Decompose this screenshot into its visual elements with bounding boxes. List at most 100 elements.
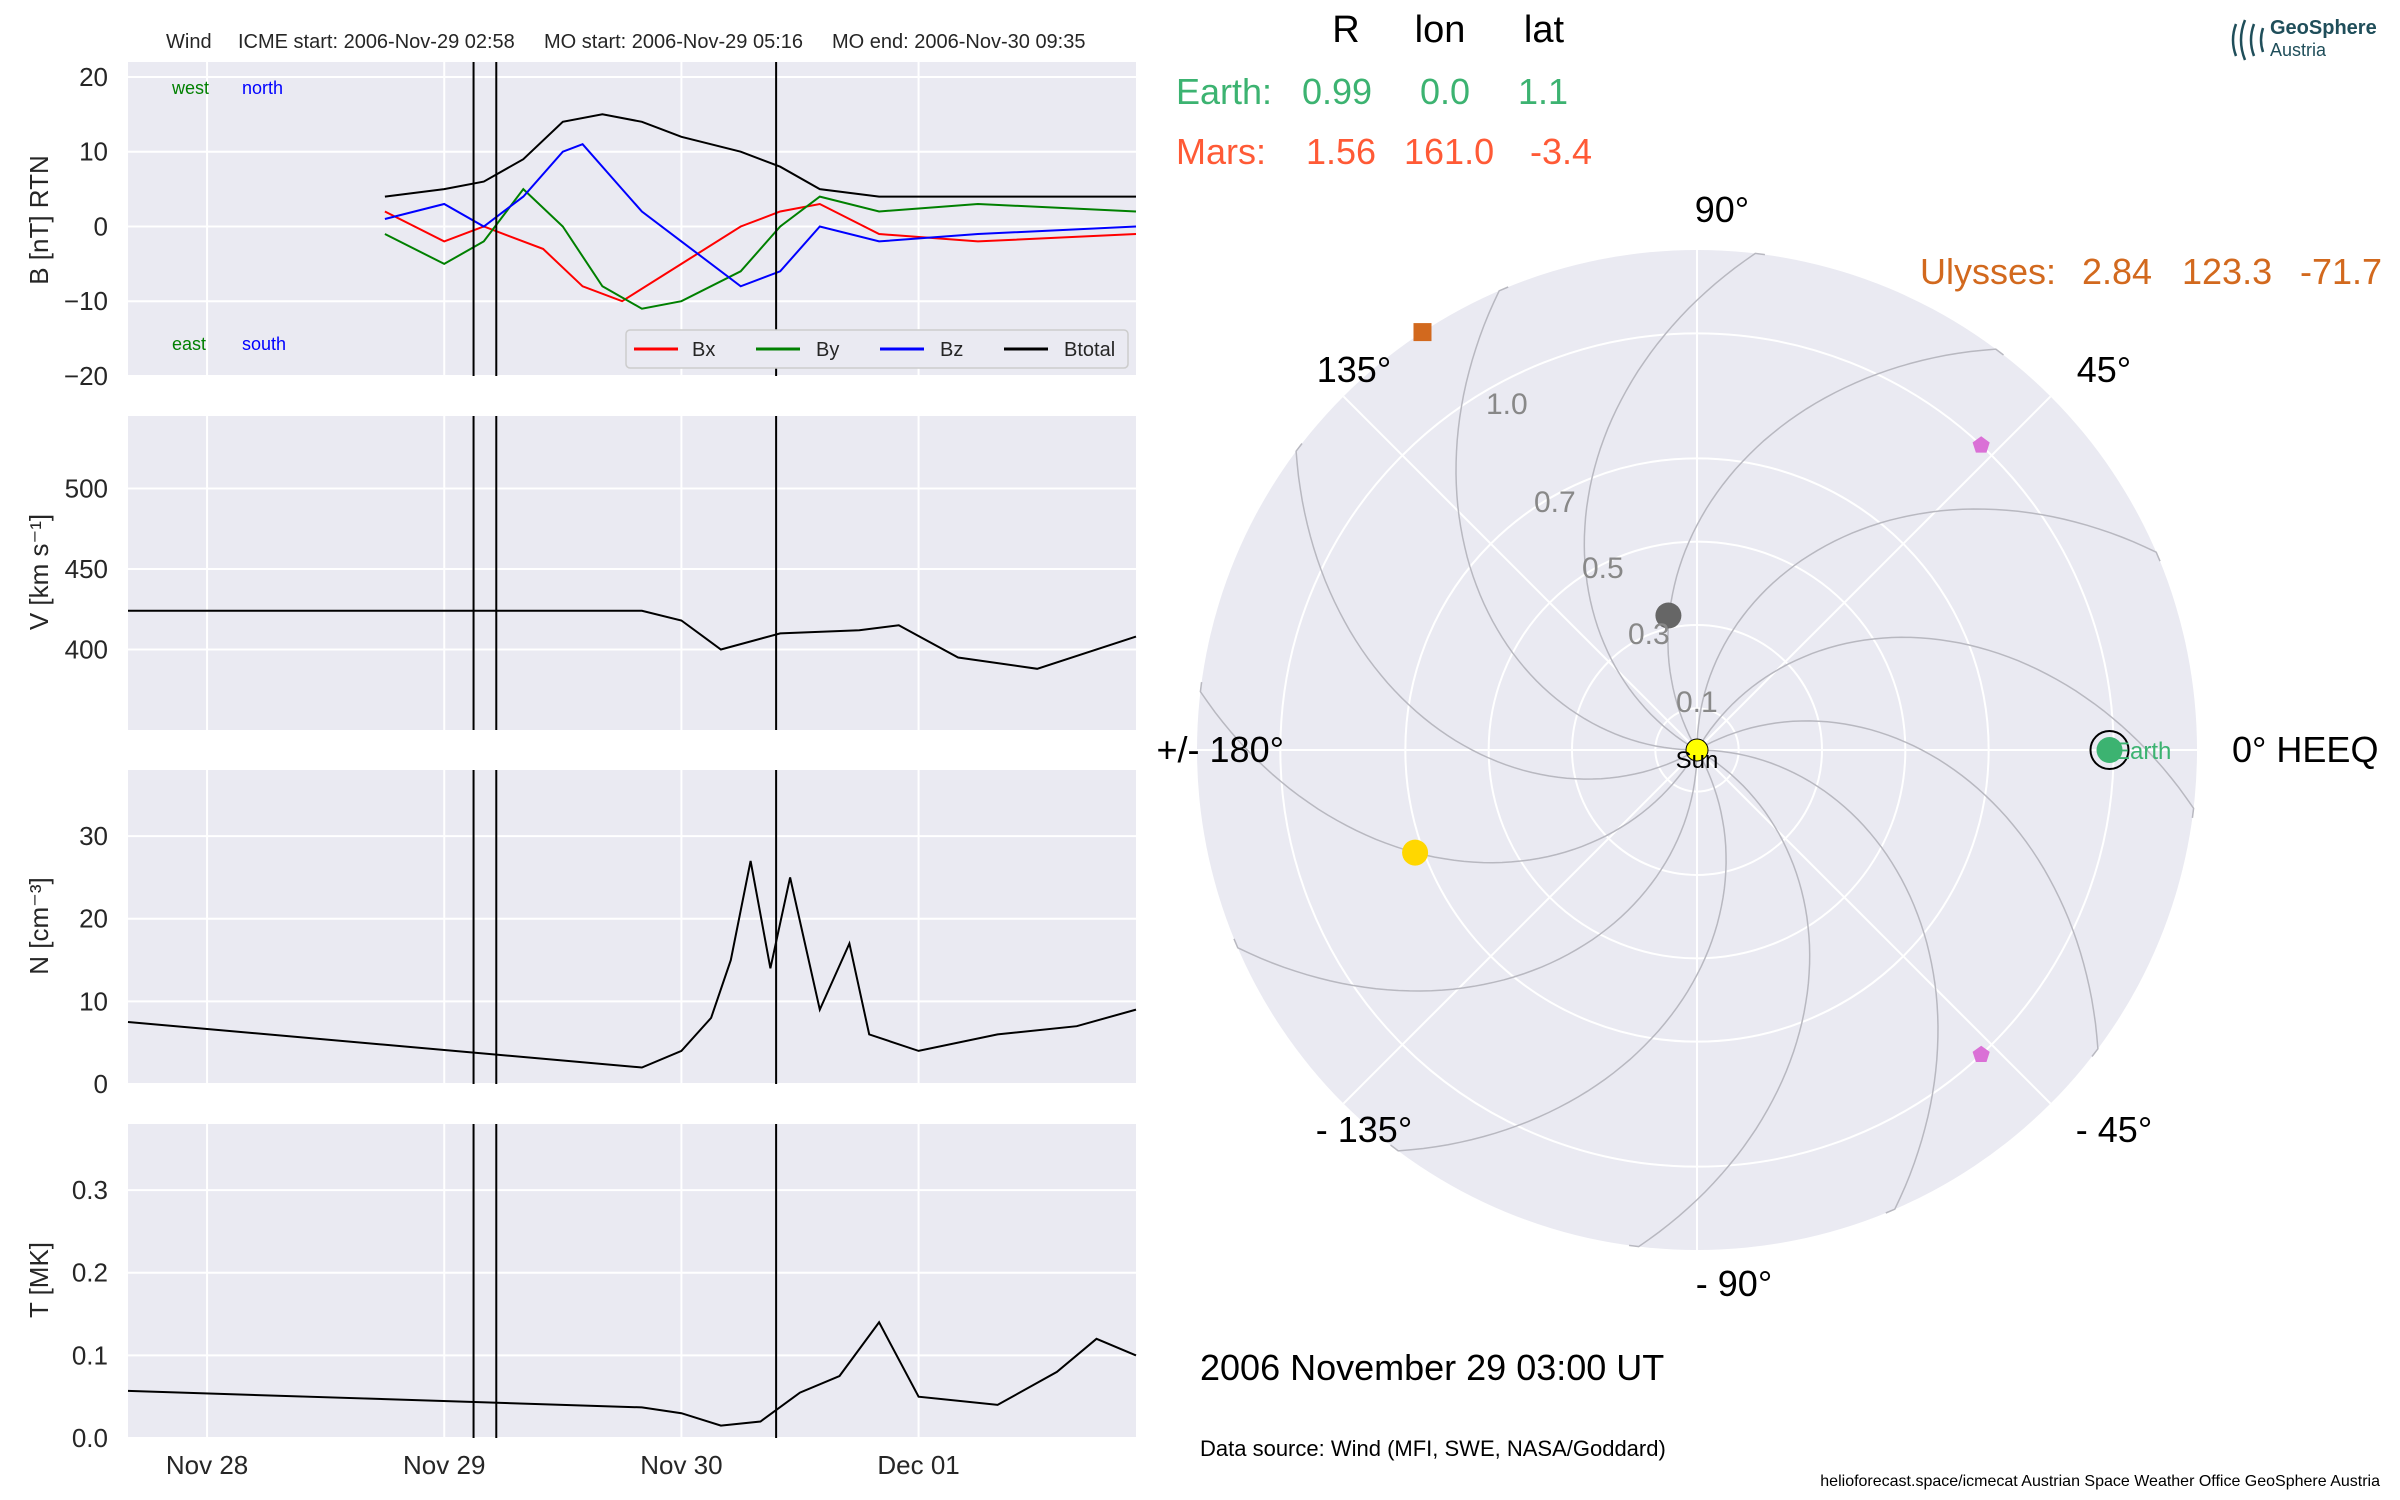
icme-start-label: ICME start: 2006-Nov-29 02:58: [238, 31, 515, 53]
earth-row-lat: 1.1: [1518, 71, 1568, 112]
mars-row-lat: -3.4: [1530, 131, 1592, 172]
parker-spiral-line: [1667, 348, 2004, 744]
theta-label-neg135: - 135°: [1316, 1109, 1412, 1150]
theta-label-135: 135°: [1317, 349, 1391, 390]
venus-marker: [1402, 839, 1429, 866]
y-tick-label: 0.3: [72, 1175, 108, 1205]
theta-label-45: 45°: [2077, 349, 2131, 390]
x-tick-labels: Nov 28 Nov 29 Nov 30 Dec 01: [166, 1450, 960, 1480]
y-tick-label: 20: [79, 62, 108, 92]
parker-spiral-line: [1390, 756, 1727, 1152]
x-tick-label: Nov 28: [166, 1450, 248, 1480]
temperature-panel: 0.3 0.2 0.1 0.0: [72, 1124, 1137, 1453]
parker-spiral-line: [1233, 758, 1698, 992]
n-axis-title: N [cm⁻³]: [24, 877, 54, 975]
legend-by-label: By: [816, 339, 839, 361]
series-btotal-line: [384, 113, 1136, 198]
logo-line-1: GeoSphere: [2270, 17, 2377, 39]
panel-background: [128, 770, 1136, 1084]
y-tick-label: 0.1: [72, 1340, 108, 1370]
ulysses-row-name: Ulysses:: [1920, 251, 2056, 292]
theta-label-180: +/- 180°: [1157, 729, 1284, 770]
earth-ring-marker: [2089, 730, 2130, 770]
ulysses-marker: [1413, 323, 1432, 342]
parker-spiral-line: [1705, 749, 1939, 1214]
y-tick-label: 400: [65, 634, 108, 664]
parker-spiral-line: [1295, 443, 1691, 780]
spacecraft-label: Wind: [166, 31, 212, 53]
parker-spiral-line: [1583, 252, 1765, 747]
timestamp: 2006 November 29 03:00 UT: [1200, 1347, 1664, 1388]
footer-credits: helioforecast.space/icmecat Austrian Spa…: [1820, 1473, 2380, 1490]
legend-bx-label: Bx: [692, 339, 715, 361]
ulysses-row-r: 2.84: [2082, 251, 2152, 292]
mars-row-name: Mars:: [1176, 131, 1266, 172]
panel-background: [128, 1124, 1136, 1438]
y-tick-label: −10: [64, 286, 108, 316]
y-tick-label: 450: [65, 554, 108, 584]
y-tick-label: 0.2: [72, 1258, 108, 1288]
sun-label: Sun: [1676, 747, 1719, 774]
mo-end-label: MO end: 2006-Nov-30 09:35: [832, 31, 1086, 53]
y-tick-label: 10: [79, 986, 108, 1016]
r-label-07: 0.7: [1534, 486, 1576, 519]
y-tick-label: 0: [94, 1069, 108, 1099]
r-label-1: 1.0: [1486, 388, 1528, 421]
y-tick-label: 0.0: [72, 1423, 108, 1453]
v-axis-title: V [km s⁻¹]: [24, 514, 54, 630]
legend: Bx By Bz Btotal: [625, 329, 1129, 369]
y-tick-label: 500: [65, 473, 108, 503]
west-label: west: [171, 78, 209, 98]
south-label: south: [242, 334, 286, 354]
stereo-a-marker: [1972, 436, 1990, 453]
parker-spiral-line: [1199, 682, 1694, 864]
x-tick-label: Nov 29: [403, 1450, 485, 1480]
parker-spiral-line: [1629, 753, 1811, 1248]
y-tick-label: 30: [79, 821, 108, 851]
panel-background: [128, 416, 1136, 730]
t-axis-title: T [MK]: [24, 1242, 54, 1318]
data-source: Data source: Wind (MFI, SWE, NASA/Goddar…: [1200, 1436, 1666, 1461]
earth-marker: [2096, 737, 2123, 763]
polar-theta-gridline: [1696, 395, 2052, 751]
mars-row-r: 1.56: [1306, 131, 1376, 172]
geosphere-logo: GeoSphere Austria: [2231, 17, 2377, 61]
earth-row-lon: 0.0: [1420, 71, 1470, 112]
east-label: east: [172, 334, 206, 354]
y-tick-label: −20: [64, 361, 108, 391]
parker-spiral-line: [1700, 636, 2195, 818]
r-label-05: 0.5: [1582, 552, 1624, 585]
mercury-marker: [1655, 602, 1682, 629]
y-tick-label: 10: [79, 137, 108, 167]
table-header-lat: lat: [1524, 9, 1565, 51]
series-v-line: [128, 609, 1137, 670]
polar-theta-gridline: [1696, 749, 2052, 1105]
sun-marker: [1685, 738, 1709, 762]
table-header-r: R: [1332, 9, 1359, 51]
theta-label-0: 0° HEEQ: [2232, 729, 2378, 770]
series-n-line: [127, 860, 1137, 1069]
earth-row-r: 0.99: [1302, 71, 1372, 112]
x-tick-label: Nov 30: [640, 1450, 722, 1480]
parker-spiral-line: [1696, 508, 2161, 742]
earth-label: Earth: [2114, 738, 2171, 765]
legend-btotal-label: Btotal: [1064, 339, 1115, 361]
north-label: north: [242, 78, 283, 98]
series-by-line: [384, 187, 1137, 310]
polar-orbit-plot: [1197, 250, 2197, 1250]
logo-line-2: Austria: [2270, 40, 2327, 60]
theta-label-neg90: - 90°: [1696, 1263, 1772, 1304]
legend-bz-label: Bz: [940, 339, 963, 361]
x-tick-label: Dec 01: [877, 1450, 959, 1480]
parker-spiral-line: [1703, 720, 2099, 1057]
r-label-01: 0.1: [1676, 686, 1718, 719]
magnetic-field-panel: 20 10 0 −10 −20: [64, 62, 1137, 391]
mars-row-lon: 161.0: [1404, 131, 1494, 172]
speed-panel: 500 450 400: [65, 416, 1137, 730]
theta-label-90: 90°: [1695, 189, 1749, 230]
y-tick-label: 0: [94, 211, 108, 241]
polar-theta-gridline: [1342, 395, 1698, 751]
stereo-b-marker: [1972, 1045, 1990, 1062]
series-t-line: [127, 1320, 1137, 1427]
